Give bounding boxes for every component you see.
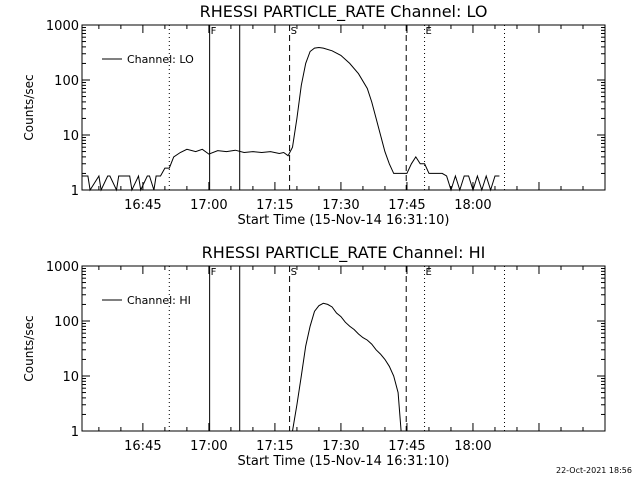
x-tick-label: 17:45	[388, 198, 425, 213]
event-marker-label: E	[426, 26, 432, 37]
plot-timestamp: 22-Oct-2021 18:56	[556, 466, 632, 475]
y-tick-label: 1000	[46, 260, 79, 275]
y-tick-label: 10	[62, 129, 79, 144]
event-marker-label: F	[211, 267, 217, 278]
x-tick-label: 16:45	[124, 198, 161, 213]
y-tick-label: 100	[54, 315, 79, 330]
chart-panel-2: RHESSI PARTICLE_RATE Channel: HI 1 10 100 10…	[22, 243, 606, 469]
chart-title: RHESSI PARTICLE_RATE Channel: LO	[200, 2, 488, 22]
chart-title: RHESSI PARTICLE_RATE Channel: HI	[202, 243, 486, 263]
y-axis-label: Counts/sec	[22, 74, 36, 140]
x-tick-label: 18:00	[454, 439, 491, 454]
x-tick-label: 17:15	[256, 198, 293, 213]
chart-panel-1: RHESSI PARTICLE_RATE Channel: LO 1 10 100 10…	[22, 2, 606, 228]
event-marker-label: S	[291, 26, 297, 37]
y-tick-label: 1	[71, 425, 79, 440]
x-tick-label: 17:00	[190, 439, 227, 454]
legend-label: Channel: HI	[127, 294, 191, 307]
event-marker-label: E	[426, 267, 432, 278]
x-axis-label: Start Time (15-Nov-14 16:31:10)	[238, 454, 450, 469]
event-marker-label: S	[291, 267, 297, 278]
x-tick-label: 17:45	[388, 439, 425, 454]
x-axis-label: Start Time (15-Nov-14 16:31:10)	[238, 213, 450, 228]
y-axis-label: Counts/sec	[22, 315, 36, 381]
y-tick-label: 10	[62, 370, 79, 385]
data-series-line-1	[292, 302, 402, 432]
x-tick-label: 17:30	[322, 439, 359, 454]
x-tick-label: 18:00	[454, 198, 491, 213]
y-tick-label: 100	[54, 74, 79, 89]
x-tick-label: 16:45	[124, 439, 161, 454]
plot-frame	[81, 265, 606, 432]
y-tick-label: 1000	[46, 19, 79, 34]
plot-frame	[81, 24, 606, 191]
data-series-line-1	[82, 46, 500, 192]
x-tick-label: 17:15	[256, 439, 293, 454]
x-tick-label: 17:00	[190, 198, 227, 213]
event-marker-label: F	[211, 26, 217, 37]
legend-label: Channel: LO	[127, 53, 194, 66]
y-tick-label: 1	[71, 184, 79, 199]
x-tick-label: 17:30	[322, 198, 359, 213]
